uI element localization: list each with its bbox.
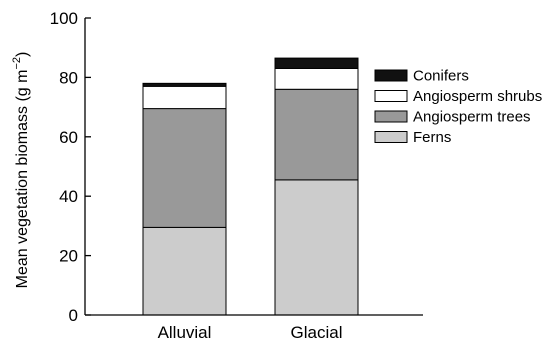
legend-swatch-conifers: [374, 69, 408, 82]
bar-glacial-angiosperm-trees: [274, 88, 359, 181]
axes: 0 20 40 60 80 100 Alluvial Glacial: [50, 9, 423, 342]
x-tick-label-alluvial: Alluvial: [158, 323, 212, 342]
bar-glacial-angiosperm-shrubs: [274, 67, 359, 90]
y-axis-label-main: Mean vegetation biomass (g m: [14, 70, 31, 289]
legend: Conifers Angiosperm shrubs Angiosperm tree…: [374, 68, 542, 146]
legend-label-conifers: Conifers: [413, 68, 469, 85]
bar-glacial-conifers: [274, 57, 359, 69]
y-axis-label-close: ): [14, 52, 31, 57]
bar-alluvial-ferns: [142, 226, 227, 316]
legend-swatch-ferns: [374, 131, 408, 143]
bar-alluvial-angiosperm-shrubs: [142, 85, 227, 110]
legend-swatch-angiosperm-shrubs: [374, 90, 408, 102]
legend-swatch-angiosperm-trees: [374, 110, 408, 123]
y-tick-label-100: 100: [50, 9, 78, 28]
legend-label-angiosperm-trees: Angiosperm trees: [413, 109, 531, 126]
bar-alluvial-angiosperm-trees: [142, 108, 227, 228]
x-tick-label-glacial: Glacial: [291, 323, 343, 342]
y-tick-label-0: 0: [69, 306, 78, 325]
y-tick-label-40: 40: [59, 187, 78, 206]
y-tick-label-60: 60: [59, 128, 78, 147]
y-axis-label-superscript: −2: [11, 57, 23, 70]
plot-area: [142, 57, 359, 316]
bar-alluvial-conifers: [142, 82, 227, 87]
legend-label-ferns: Ferns: [413, 129, 451, 146]
y-tick-label-80: 80: [59, 68, 78, 87]
y-tick-label-20: 20: [59, 247, 78, 266]
y-axis-label: Mean vegetation biomass (g m−2): [11, 52, 31, 289]
bar-glacial-ferns: [274, 179, 359, 316]
legend-label-angiosperm-shrubs: Angiosperm shrubs: [413, 88, 542, 105]
